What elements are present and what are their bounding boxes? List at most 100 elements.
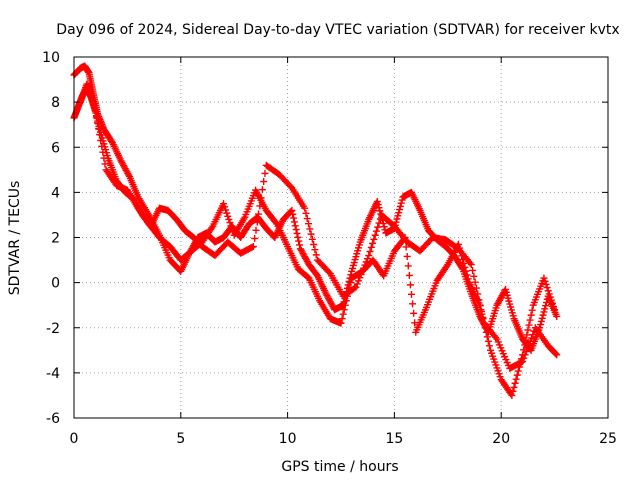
data-point <box>525 341 533 349</box>
data-point <box>363 255 371 263</box>
data-point <box>475 296 483 304</box>
x-axis-label: GPS time / hours <box>281 459 398 475</box>
data-point <box>464 275 472 283</box>
data-point <box>374 223 382 231</box>
y-tick-label: -6 <box>46 411 60 427</box>
data-point <box>256 202 264 210</box>
data-point <box>362 258 370 266</box>
data-point <box>370 235 378 243</box>
data-point <box>462 267 470 275</box>
y-tick-label: 0 <box>51 276 60 292</box>
y-tick-label: 6 <box>51 140 60 156</box>
data-point <box>261 169 269 177</box>
data-point <box>525 321 533 329</box>
data-point <box>407 290 415 298</box>
data-point <box>223 209 231 217</box>
data-point <box>293 229 301 237</box>
data-point <box>358 267 366 275</box>
data-point <box>483 333 491 341</box>
data-point <box>492 333 500 341</box>
data-point <box>396 202 404 210</box>
y-axis-ticks: -6 -4 -2 0 2 4 6 8 10 <box>42 50 608 427</box>
data-point <box>550 303 558 311</box>
data-point <box>528 334 536 342</box>
data-point <box>513 371 521 379</box>
data-point <box>395 209 403 217</box>
x-tick-label: 0 <box>70 431 79 447</box>
data-point <box>220 200 228 208</box>
data-point <box>553 312 561 320</box>
data-point <box>380 223 388 231</box>
data-point <box>361 261 369 269</box>
data-point <box>524 344 532 352</box>
data-point <box>225 215 233 223</box>
data-point <box>443 262 451 270</box>
data-point <box>341 301 349 309</box>
data-point <box>312 251 320 259</box>
data-point <box>355 277 363 285</box>
data-point <box>541 305 549 313</box>
data-point <box>367 243 375 251</box>
data-point <box>253 218 261 226</box>
data-point <box>311 246 319 254</box>
data-point <box>540 274 548 282</box>
data-point <box>508 391 516 399</box>
data-point <box>393 215 401 223</box>
data-point <box>272 219 280 227</box>
data-point <box>252 226 260 234</box>
data-point <box>547 296 555 304</box>
data-point <box>228 225 236 233</box>
data-point <box>405 271 413 279</box>
data-point <box>222 206 230 214</box>
data-point <box>521 351 529 359</box>
data-point <box>485 342 493 350</box>
data-point <box>372 227 380 235</box>
data-point <box>371 231 379 239</box>
data-point <box>369 239 377 247</box>
data-point <box>523 331 531 339</box>
x-axis-ticks: 0 5 10 15 20 25 <box>70 57 617 447</box>
y-tick-label: 8 <box>51 95 60 111</box>
data-point <box>548 299 556 307</box>
data-point <box>339 310 347 318</box>
y-tick-label: 10 <box>42 50 60 66</box>
data-point <box>522 336 530 344</box>
data-point <box>398 196 406 204</box>
data-point <box>467 261 475 269</box>
data-point <box>460 259 468 267</box>
data-points <box>70 62 561 399</box>
data-point <box>226 219 234 227</box>
data-point <box>542 302 550 310</box>
data-point <box>394 212 402 220</box>
data-point <box>514 367 522 375</box>
grid-lines <box>74 57 608 418</box>
data-point <box>528 306 536 314</box>
data-point <box>512 375 520 383</box>
data-point <box>125 171 133 179</box>
data-point <box>396 206 404 214</box>
data-point <box>294 233 302 241</box>
data-point <box>544 287 552 295</box>
y-tick-label: -4 <box>46 366 60 382</box>
data-point <box>542 280 550 288</box>
data-point <box>410 309 418 317</box>
data-point <box>539 311 547 319</box>
data-point <box>308 235 316 243</box>
data-point <box>540 308 548 316</box>
data-point <box>337 319 345 327</box>
data-point <box>352 283 360 291</box>
data-point <box>338 315 346 323</box>
data-point <box>403 252 411 260</box>
data-point <box>375 219 383 227</box>
data-point <box>510 383 518 391</box>
data-point <box>366 247 374 255</box>
data-point <box>302 209 310 217</box>
chart-title: Day 096 of 2024, Sidereal Day-to-day VTE… <box>56 22 619 38</box>
data-point <box>527 311 535 319</box>
data-point <box>307 230 315 238</box>
data-point <box>325 268 333 276</box>
data-point <box>347 279 355 287</box>
data-point <box>551 306 559 314</box>
data-point <box>537 321 545 329</box>
x-tick-label: 15 <box>385 431 403 447</box>
